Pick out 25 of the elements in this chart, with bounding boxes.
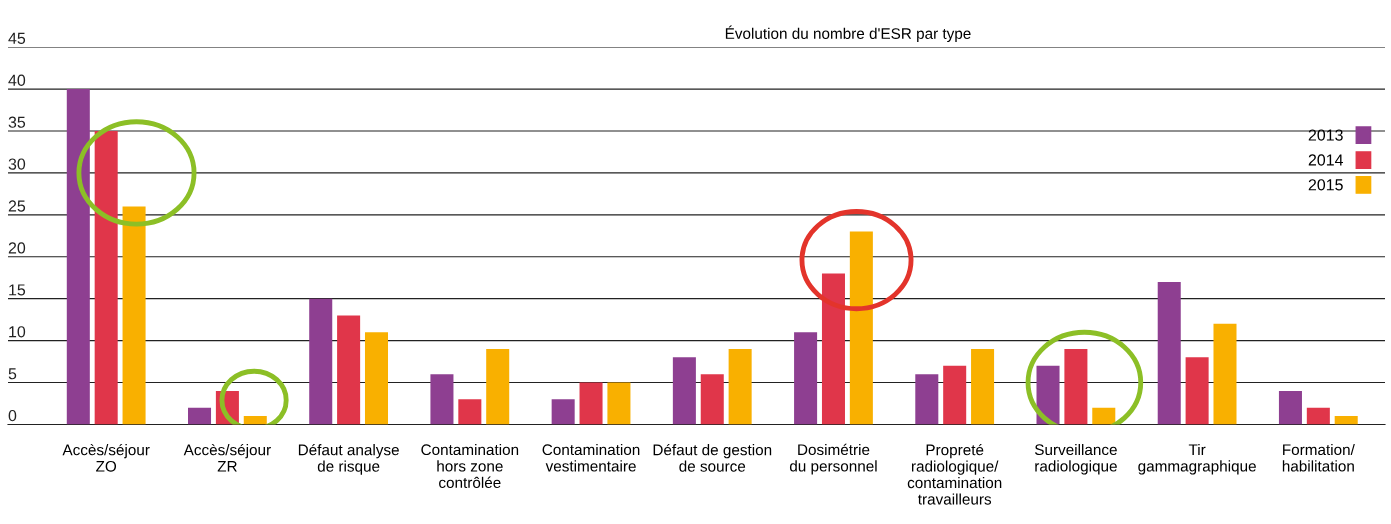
legend-label: 2014 [1308, 154, 1344, 166]
legend-label: 2015 [1308, 179, 1343, 191]
x-tick-label: Accès/séjour ZR [183, 443, 271, 472]
x-tick-label: Accès/séjour ZO [62, 443, 150, 472]
y-tick-label: 0 [8, 409, 17, 422]
legend-label: 2013 [1308, 129, 1343, 141]
y-tick-label: 40 [8, 74, 26, 86]
y-tick-label: 45 [8, 32, 26, 44]
x-tick-label: Contamination vestimentaire [542, 443, 640, 472]
x-tick-label: Tir gammagraphique [1138, 443, 1256, 475]
y-tick-label: 15 [9, 284, 26, 296]
y-tick-label: 10 [9, 326, 26, 338]
chart-title: Évolution du nombre d'ESR par type [725, 25, 971, 42]
x-tick-label: Formation/ habilitation [1282, 443, 1355, 472]
x-tick-label: Propreté radiologique/ contamination travailleurs [907, 443, 1002, 505]
x-tick-label: Surveillance radiologique [1034, 443, 1117, 475]
x-tick-label: Défaut de gestion de source [653, 443, 772, 472]
y-tick-label: 20 [8, 242, 26, 254]
y-tick-label: 35 [8, 116, 26, 128]
x-tick-label: Contamination hors zone contrôlée [421, 443, 519, 489]
y-tick-label: 5 [8, 368, 17, 380]
y-tick-label: 30 [8, 158, 26, 170]
x-tick-label: Défaut analyse de risque [298, 443, 399, 475]
y-tick-label: 25 [8, 200, 26, 212]
x-tick-label: Dosimétrie du personnel [789, 443, 877, 475]
